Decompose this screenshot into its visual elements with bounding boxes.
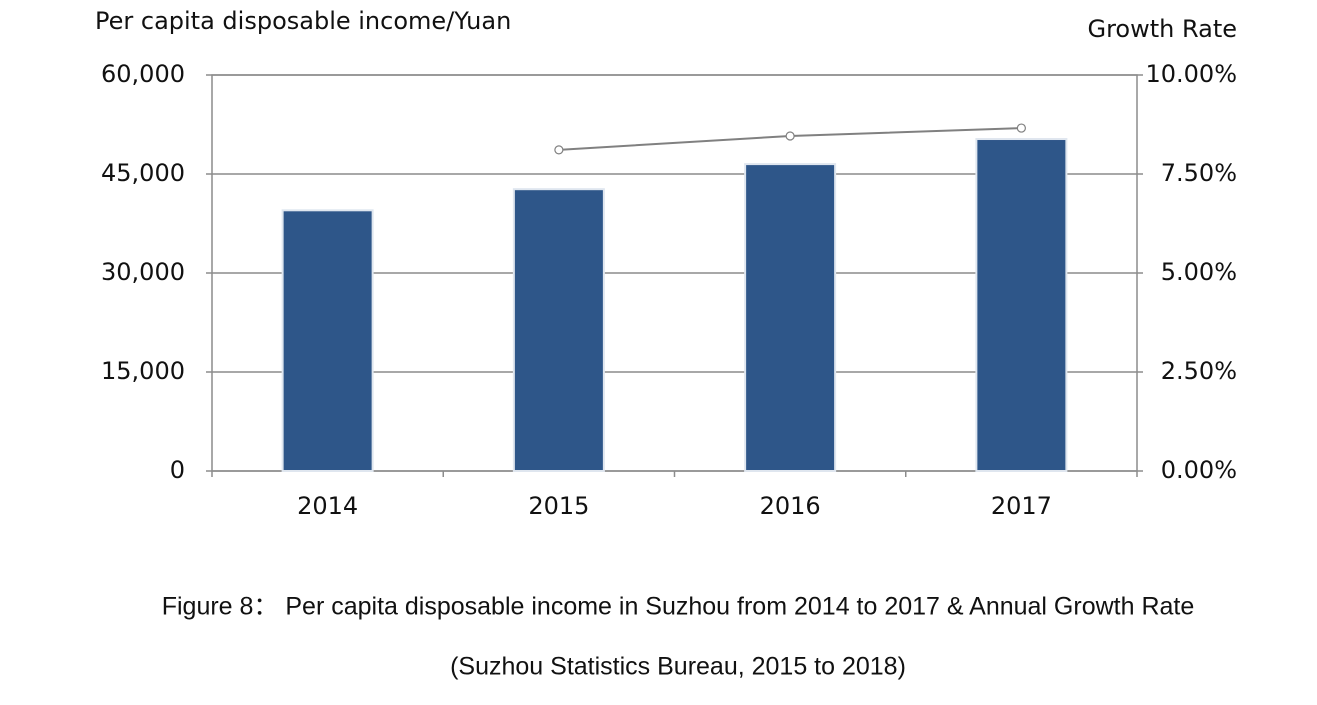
growth-marker	[785, 131, 795, 141]
y-tick-label: 45,000	[101, 159, 185, 187]
growth-marker	[1016, 123, 1026, 133]
x-tick-label: 2016	[760, 492, 821, 520]
y2-tick-label: 7.50%	[1161, 159, 1237, 187]
y-tick-label: 0	[170, 456, 185, 484]
bar	[744, 163, 837, 472]
caption: Figure 8： Per capita disposable income i…	[162, 593, 1195, 621]
x-tick-label: 2015	[528, 492, 589, 520]
y2-tick-label: 0.00%	[1161, 456, 1237, 484]
y-tick-label: 30,000	[101, 258, 185, 286]
bar	[512, 188, 605, 472]
y-tick-label: 15,000	[101, 357, 185, 385]
y-axis-title: Per capita disposable income/Yuan	[95, 7, 511, 35]
bar	[975, 138, 1068, 473]
y-tick-label: 60,000	[101, 60, 185, 88]
y2-tick-label: 10.00%	[1145, 60, 1237, 88]
x-tick-label: 2017	[991, 492, 1052, 520]
source: (Suzhou Statistics Bureau, 2015 to 2018)	[450, 653, 906, 681]
y2-tick-label: 5.00%	[1161, 258, 1237, 286]
y2-tick-label: 2.50%	[1161, 357, 1237, 385]
growth-marker	[554, 145, 564, 155]
bar	[281, 209, 374, 473]
x-tick-label: 2014	[297, 492, 358, 520]
y2-axis-title: Growth Rate	[1087, 15, 1237, 43]
